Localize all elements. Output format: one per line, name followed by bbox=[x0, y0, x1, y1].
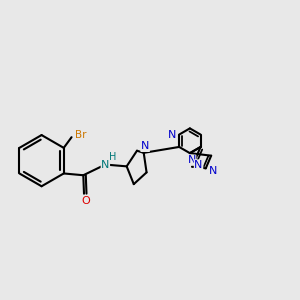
Text: N: N bbox=[194, 160, 203, 170]
Text: Br: Br bbox=[75, 130, 86, 140]
Text: N: N bbox=[209, 166, 217, 176]
Text: H: H bbox=[110, 152, 117, 163]
Text: N: N bbox=[141, 141, 149, 152]
Text: N: N bbox=[188, 155, 196, 165]
Text: O: O bbox=[82, 196, 91, 206]
Text: N: N bbox=[168, 130, 176, 140]
Text: N: N bbox=[101, 160, 110, 170]
